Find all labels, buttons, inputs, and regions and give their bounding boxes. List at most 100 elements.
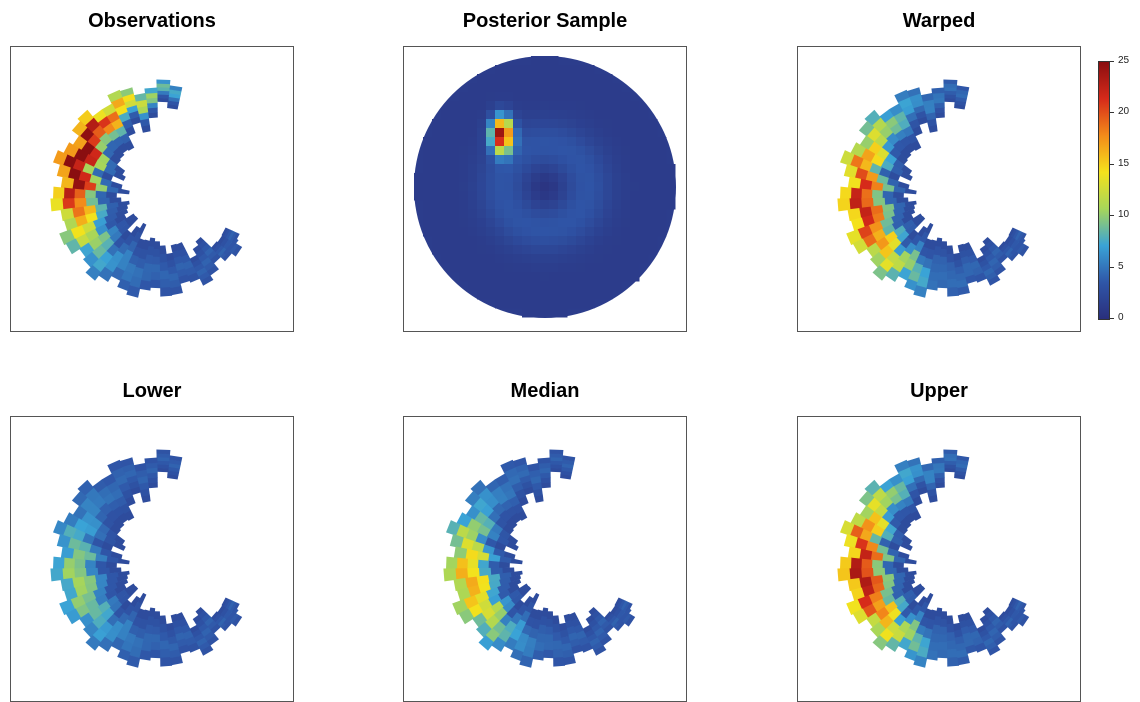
heatmap-cell <box>221 227 229 237</box>
heatmap-cell <box>985 641 998 652</box>
heatmap-cell <box>98 266 114 282</box>
heatmap-cell <box>917 225 928 238</box>
heatmap-cell <box>594 191 604 201</box>
heatmap-cell <box>639 209 649 219</box>
heatmap-cell <box>173 255 184 265</box>
heatmap-cell <box>105 110 120 124</box>
heatmap-cell <box>116 574 129 583</box>
heatmap-cell <box>972 636 985 647</box>
heatmap-cell <box>881 183 895 193</box>
heatmap-cell <box>603 191 613 201</box>
heatmap-cell <box>899 505 911 518</box>
heatmap-cell <box>79 612 95 628</box>
heatmap-cell <box>468 263 478 273</box>
heatmap-cell <box>591 610 601 620</box>
heatmap-cell <box>585 299 595 309</box>
heatmap-cell <box>594 245 604 255</box>
heatmap-svg <box>50 79 243 298</box>
heatmap-cell <box>189 624 200 634</box>
heatmap-cell <box>892 207 906 217</box>
heatmap-cell <box>558 101 568 111</box>
heatmap-cell <box>510 481 524 493</box>
heatmap-cell <box>576 272 586 282</box>
heatmap-cell <box>558 137 568 147</box>
heatmap-cell <box>520 610 531 623</box>
heatmap-cell <box>423 218 433 228</box>
heatmap-cell <box>897 467 913 480</box>
heatmap-cell <box>121 463 136 473</box>
heatmap-cell <box>531 299 541 309</box>
heatmap-cell <box>522 137 532 147</box>
heatmap-cell <box>892 561 904 569</box>
heatmap-cell <box>639 236 649 246</box>
heatmap-cell <box>630 164 640 174</box>
heatmap-cell <box>988 613 999 623</box>
heatmap-cell <box>576 200 586 210</box>
heatmap-cell <box>604 611 613 621</box>
heatmap-cell <box>849 524 864 539</box>
heatmap-cell <box>933 472 945 479</box>
heatmap-cell <box>947 657 960 667</box>
heatmap-cell <box>513 128 523 138</box>
heatmap-cell <box>562 649 575 659</box>
heatmap-cell <box>544 634 554 643</box>
heatmap-cell <box>585 227 595 237</box>
heatmap-cell <box>178 644 191 654</box>
heatmap-cell <box>474 532 488 546</box>
colorbar-tick <box>1110 267 1114 268</box>
heatmap-cell <box>513 245 523 255</box>
heatmap-cell <box>486 209 496 219</box>
heatmap-cell <box>531 263 541 273</box>
heatmap-cell <box>432 128 442 138</box>
heatmap-cell <box>456 512 472 529</box>
heatmap-cell <box>148 607 156 618</box>
heatmap-cell <box>919 601 930 614</box>
heatmap-cell <box>965 644 978 654</box>
heatmap-cell <box>630 236 640 246</box>
heatmap-svg <box>414 56 676 318</box>
heatmap-cell <box>549 137 559 147</box>
heatmap-cell <box>591 641 604 652</box>
heatmap-cell <box>837 198 851 212</box>
heatmap-cell <box>947 648 958 659</box>
heatmap-cell <box>217 617 228 627</box>
heatmap-cell <box>187 272 201 283</box>
heatmap-cell <box>1019 614 1030 627</box>
heatmap-cell <box>982 618 993 629</box>
heatmap-cell <box>603 173 613 183</box>
heatmap-cell <box>594 254 604 264</box>
heatmap-cell <box>170 243 179 253</box>
heatmap-cell <box>485 479 500 494</box>
heatmap-cell <box>567 173 577 183</box>
heatmap-cell <box>92 217 107 229</box>
heatmap-cell <box>459 209 469 219</box>
heatmap-cell <box>114 214 127 225</box>
heatmap-cell <box>974 642 988 653</box>
heatmap-cell <box>934 107 945 114</box>
heatmap-cell <box>518 474 531 484</box>
heatmap-cell <box>885 132 900 146</box>
heatmap-cell <box>94 510 108 524</box>
heatmap-cell <box>119 457 134 468</box>
heatmap-cell <box>459 146 469 156</box>
heatmap-cell <box>488 560 500 569</box>
heatmap-cell <box>594 173 604 183</box>
heatmap-cell <box>1016 242 1026 255</box>
heatmap-cell <box>1000 613 1010 623</box>
heatmap-cell <box>859 178 873 191</box>
heatmap-cell <box>522 272 532 282</box>
heatmap-cell <box>1004 247 1015 257</box>
heatmap-cell <box>657 155 667 165</box>
heatmap-cell <box>913 216 926 228</box>
heatmap-cell <box>477 128 487 138</box>
heatmap-cell <box>505 517 518 530</box>
heatmap-cell <box>558 290 568 300</box>
heatmap-cell <box>476 551 490 562</box>
heatmap-cell <box>639 191 649 201</box>
heatmap-cell <box>567 137 577 147</box>
heatmap-cell <box>1007 237 1017 248</box>
heatmap-cell <box>128 624 140 636</box>
heatmap-cell <box>549 456 563 462</box>
heatmap-cell <box>899 135 911 148</box>
heatmap-cell <box>97 115 111 130</box>
